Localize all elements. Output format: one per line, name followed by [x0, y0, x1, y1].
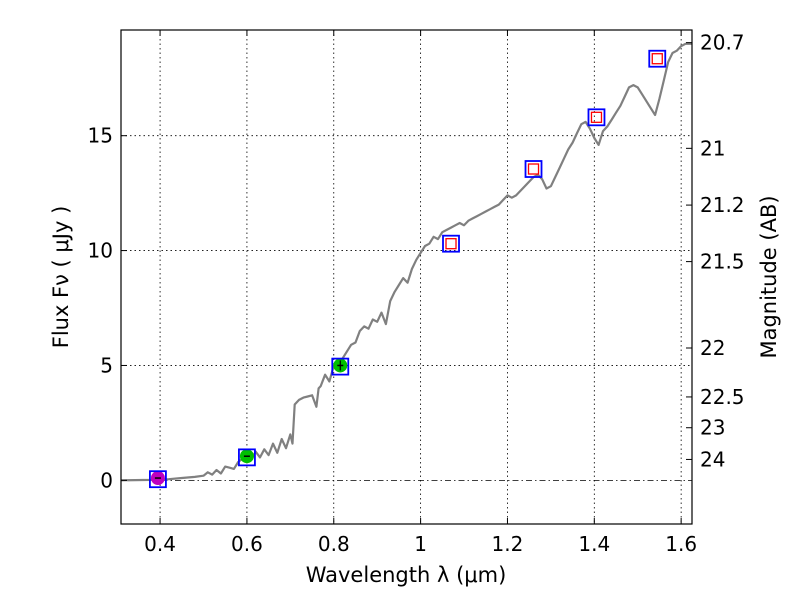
x-axis-label: Wavelength λ (μm) — [306, 563, 507, 587]
y-tick-label: 15 — [88, 124, 113, 148]
x-tick-label: 1.2 — [492, 532, 524, 556]
x-tick-label: 1.6 — [665, 532, 697, 556]
x-tick-label: 0.6 — [231, 532, 263, 556]
axes-ticks: 0.4 0.6 0.8 1 1.2 1.4 1.6 0 5 10 15 20.7 21 21.2 21.5 2… — [88, 30, 745, 556]
model-square — [648, 49, 667, 68]
right-tick-label: 22 — [700, 336, 725, 360]
model-square — [331, 357, 350, 376]
model-square — [587, 108, 606, 127]
right-axis-label: Magnitude (AB) — [757, 195, 781, 358]
model-square — [442, 234, 460, 253]
x-tick-label: 0.8 — [318, 532, 350, 556]
measured-square — [445, 238, 457, 250]
right-tick-label: 23 — [700, 416, 725, 440]
right-tick-label: 21 — [700, 136, 725, 160]
model-square — [149, 470, 167, 489]
measured-square — [651, 53, 663, 65]
measured-square — [590, 111, 603, 123]
model-square — [524, 160, 543, 178]
right-tick-label: 20.7 — [700, 31, 745, 55]
model-square — [238, 448, 256, 467]
plot-data — [120, 42, 692, 489]
y-axis-label: Flux Fν ( μJy ) — [49, 206, 73, 349]
x-tick-label: 1 — [414, 532, 427, 556]
y-tick-label: 5 — [100, 353, 113, 377]
y-tick-label: 0 — [100, 468, 113, 492]
right-tick-label: 21.5 — [700, 250, 745, 274]
right-tick-label: 22.5 — [700, 385, 745, 409]
right-tick-label: 21.2 — [700, 193, 745, 217]
x-tick-label: 1.4 — [578, 532, 610, 556]
measured-square — [527, 163, 540, 175]
x-tick-label: 0.4 — [144, 532, 176, 556]
y-tick-label: 10 — [88, 239, 113, 263]
spectrum-line — [120, 42, 692, 482]
plot-frame — [120, 29, 693, 525]
right-tick-label: 24 — [700, 447, 725, 471]
